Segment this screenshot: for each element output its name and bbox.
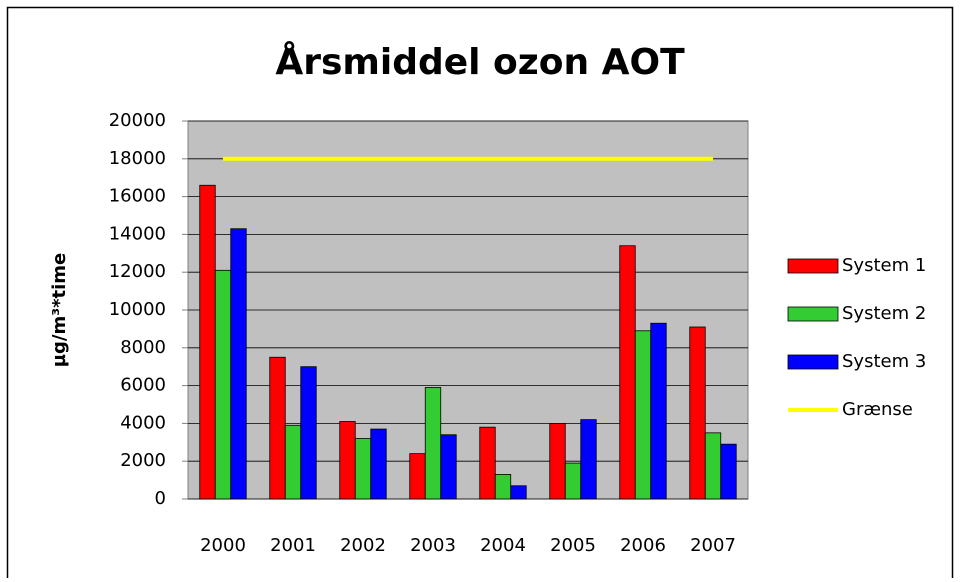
bar <box>549 422 566 500</box>
legend-swatch <box>787 258 839 274</box>
bar <box>634 330 652 500</box>
bar <box>339 421 356 500</box>
bar <box>214 269 232 500</box>
y-tick-label: 20000 <box>109 110 166 131</box>
bar <box>720 443 737 500</box>
bar <box>704 432 722 500</box>
x-tick-label: 2001 <box>270 535 316 556</box>
bar <box>354 438 372 500</box>
y-tick-label: 12000 <box>109 261 166 282</box>
y-tick-label: 18000 <box>109 148 166 169</box>
bar <box>199 184 216 500</box>
x-tick-label: 2003 <box>410 535 456 556</box>
bar <box>370 428 387 500</box>
legend-label: System 1 <box>842 255 926 276</box>
y-tick-label: 10000 <box>109 299 166 320</box>
legend-swatch <box>787 306 839 322</box>
bar <box>440 434 457 500</box>
legend-label: Grænse <box>842 399 913 420</box>
bar <box>230 228 247 500</box>
x-tick-label: 2004 <box>480 535 526 556</box>
bar <box>510 485 527 500</box>
y-tick-label: 8000 <box>120 337 166 358</box>
bar <box>269 356 286 500</box>
chart-title: Årsmiddel ozon AOT <box>275 41 685 83</box>
bar <box>689 326 706 500</box>
bar <box>409 453 426 500</box>
y-tick-label: 16000 <box>109 186 166 207</box>
y-tick-label: 2000 <box>120 450 166 471</box>
bar <box>284 424 302 500</box>
legend-swatch <box>787 354 839 370</box>
x-tick-label: 2006 <box>620 535 666 556</box>
bar <box>300 366 317 500</box>
y-tick-label: 14000 <box>109 223 166 244</box>
y-tick-label: 6000 <box>120 375 166 396</box>
x-tick-label: 2007 <box>690 535 736 556</box>
x-tick-label: 2000 <box>200 535 246 556</box>
legend-label: System 3 <box>842 351 926 372</box>
legend-label: System 2 <box>842 303 926 324</box>
bar <box>619 245 636 500</box>
bar <box>494 474 512 500</box>
y-axis-label: µg/m³*time <box>49 253 70 368</box>
y-tick-label: 0 <box>155 488 166 509</box>
bar <box>580 419 597 500</box>
bar <box>424 387 442 500</box>
x-tick-label: 2005 <box>550 535 596 556</box>
bar <box>650 322 667 500</box>
bar <box>479 426 496 500</box>
bar <box>564 462 582 500</box>
x-tick-label: 2002 <box>340 535 386 556</box>
y-tick-label: 4000 <box>120 412 166 433</box>
